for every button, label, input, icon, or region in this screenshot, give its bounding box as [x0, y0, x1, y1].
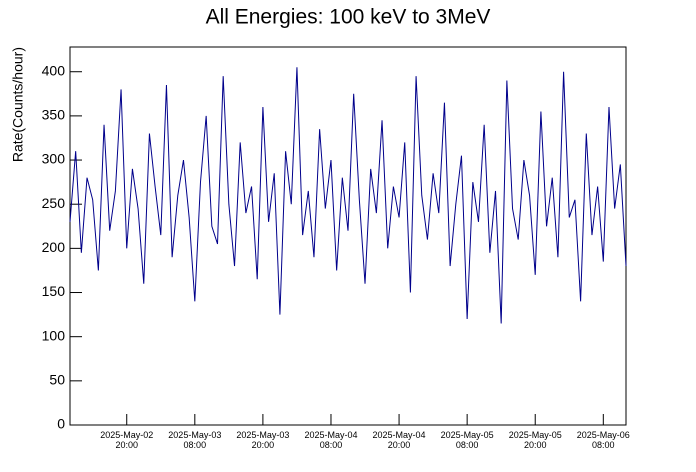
- y-tick-label: 100: [42, 327, 66, 343]
- x-tick-label: 2025-May-03 08:00: [168, 430, 222, 450]
- y-tick-label: 300: [42, 151, 66, 167]
- x-tick-label: 2025-May-02 20:00: [100, 430, 154, 450]
- y-tick-label: 400: [42, 62, 66, 78]
- x-tick-label: 2025-May-04 20:00: [372, 430, 426, 450]
- y-tick-label: 350: [42, 107, 66, 123]
- y-tick-label: 0: [57, 416, 65, 432]
- x-tick-label: 2025-May-05 08:00: [440, 430, 494, 450]
- x-tick-label: 2025-May-06 08:00: [576, 430, 630, 450]
- plot-frame: [69, 46, 627, 426]
- y-tick-label: 200: [42, 239, 66, 255]
- y-tick-label: 250: [42, 195, 66, 211]
- x-tick-label: 2025-May-04 08:00: [304, 430, 358, 450]
- y-axis-label: Rate(Counts/hour): [10, 47, 26, 162]
- y-tick-label: 50: [49, 372, 65, 388]
- x-tick-label: 2025-May-03 20:00: [236, 430, 290, 450]
- x-tick-label: 2025-May-05 20:00: [508, 430, 562, 450]
- chart-title: All Energies: 100 keV to 3MeV: [206, 6, 491, 29]
- data-line: [69, 67, 627, 324]
- y-tick-label: 150: [42, 283, 66, 299]
